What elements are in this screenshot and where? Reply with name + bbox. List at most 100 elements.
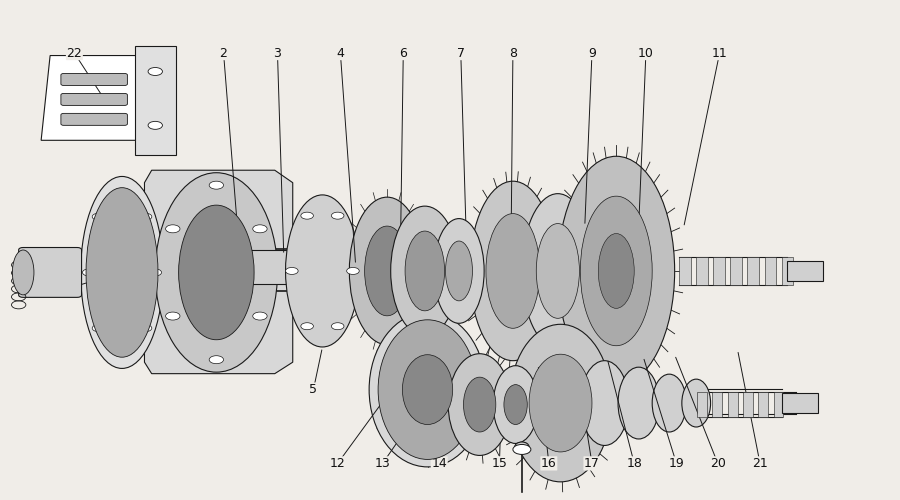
FancyBboxPatch shape	[61, 74, 128, 86]
Text: 3: 3	[274, 46, 282, 60]
Circle shape	[166, 225, 180, 233]
Ellipse shape	[464, 377, 496, 432]
Ellipse shape	[364, 226, 410, 316]
Ellipse shape	[522, 194, 594, 348]
Text: 9: 9	[588, 46, 596, 60]
FancyBboxPatch shape	[19, 248, 82, 298]
Ellipse shape	[402, 354, 453, 424]
Ellipse shape	[470, 181, 556, 360]
Text: 19: 19	[669, 457, 684, 470]
Text: 10: 10	[638, 46, 653, 60]
Text: 21: 21	[752, 457, 768, 470]
Circle shape	[285, 268, 298, 274]
Text: 20: 20	[710, 457, 725, 470]
Ellipse shape	[369, 312, 486, 467]
Circle shape	[92, 213, 104, 220]
Circle shape	[513, 444, 531, 454]
Ellipse shape	[580, 360, 629, 446]
Bar	[787, 261, 823, 281]
Ellipse shape	[529, 354, 592, 452]
Ellipse shape	[285, 195, 359, 347]
Text: 14: 14	[431, 457, 447, 470]
FancyBboxPatch shape	[61, 94, 128, 106]
Circle shape	[253, 225, 267, 233]
FancyBboxPatch shape	[61, 114, 128, 126]
Ellipse shape	[598, 234, 634, 308]
Ellipse shape	[618, 367, 660, 439]
Ellipse shape	[448, 354, 511, 456]
Bar	[731, 257, 742, 285]
Circle shape	[140, 324, 152, 332]
Ellipse shape	[652, 374, 687, 432]
Circle shape	[253, 312, 267, 320]
Bar	[697, 257, 708, 285]
Circle shape	[209, 181, 223, 189]
Ellipse shape	[178, 205, 254, 340]
Ellipse shape	[486, 214, 540, 328]
Circle shape	[140, 213, 152, 220]
Bar	[680, 257, 691, 285]
Ellipse shape	[81, 176, 163, 368]
Circle shape	[166, 312, 180, 320]
Text: 16: 16	[541, 457, 557, 470]
Polygon shape	[136, 46, 176, 156]
Circle shape	[301, 212, 313, 219]
Polygon shape	[145, 170, 292, 374]
Bar	[315, 254, 382, 280]
Circle shape	[148, 68, 162, 76]
Ellipse shape	[504, 384, 527, 424]
Text: 17: 17	[584, 457, 600, 470]
Text: 8: 8	[508, 46, 517, 60]
Text: 6: 6	[400, 46, 407, 60]
Circle shape	[209, 356, 223, 364]
Bar	[758, 392, 768, 417]
Circle shape	[301, 322, 313, 330]
Text: 7: 7	[457, 46, 464, 60]
Circle shape	[116, 190, 129, 197]
Text: 11: 11	[712, 46, 727, 60]
Bar	[764, 257, 776, 285]
Circle shape	[83, 269, 95, 276]
Bar	[189, 250, 302, 284]
Circle shape	[92, 324, 104, 332]
Ellipse shape	[682, 379, 711, 427]
Ellipse shape	[378, 320, 477, 460]
Text: 13: 13	[374, 457, 391, 470]
Ellipse shape	[580, 196, 652, 346]
Ellipse shape	[13, 250, 34, 295]
Bar	[747, 257, 759, 285]
Circle shape	[116, 348, 129, 354]
Ellipse shape	[493, 366, 538, 444]
Circle shape	[331, 322, 344, 330]
Ellipse shape	[536, 224, 580, 318]
Bar	[782, 393, 818, 413]
Bar	[698, 392, 707, 417]
Polygon shape	[41, 56, 154, 140]
Ellipse shape	[446, 241, 472, 301]
Ellipse shape	[558, 156, 675, 386]
Ellipse shape	[434, 218, 484, 324]
Bar	[728, 392, 738, 417]
Circle shape	[346, 268, 359, 274]
Ellipse shape	[405, 231, 445, 311]
Bar	[781, 257, 793, 285]
Bar	[742, 392, 752, 417]
Ellipse shape	[515, 442, 529, 452]
Circle shape	[148, 122, 162, 130]
Text: 18: 18	[626, 457, 643, 470]
Ellipse shape	[509, 324, 612, 482]
Ellipse shape	[86, 188, 158, 357]
Circle shape	[149, 269, 161, 276]
Text: 22: 22	[67, 46, 82, 60]
Ellipse shape	[349, 197, 425, 344]
Text: 2: 2	[220, 46, 228, 60]
Text: 15: 15	[491, 457, 508, 470]
Circle shape	[331, 212, 344, 219]
Ellipse shape	[156, 172, 277, 372]
Bar	[714, 257, 725, 285]
Bar	[713, 392, 723, 417]
Text: 5: 5	[310, 383, 318, 396]
Text: 1: 1	[50, 286, 58, 299]
Text: 4: 4	[337, 46, 345, 60]
Bar	[773, 392, 783, 417]
